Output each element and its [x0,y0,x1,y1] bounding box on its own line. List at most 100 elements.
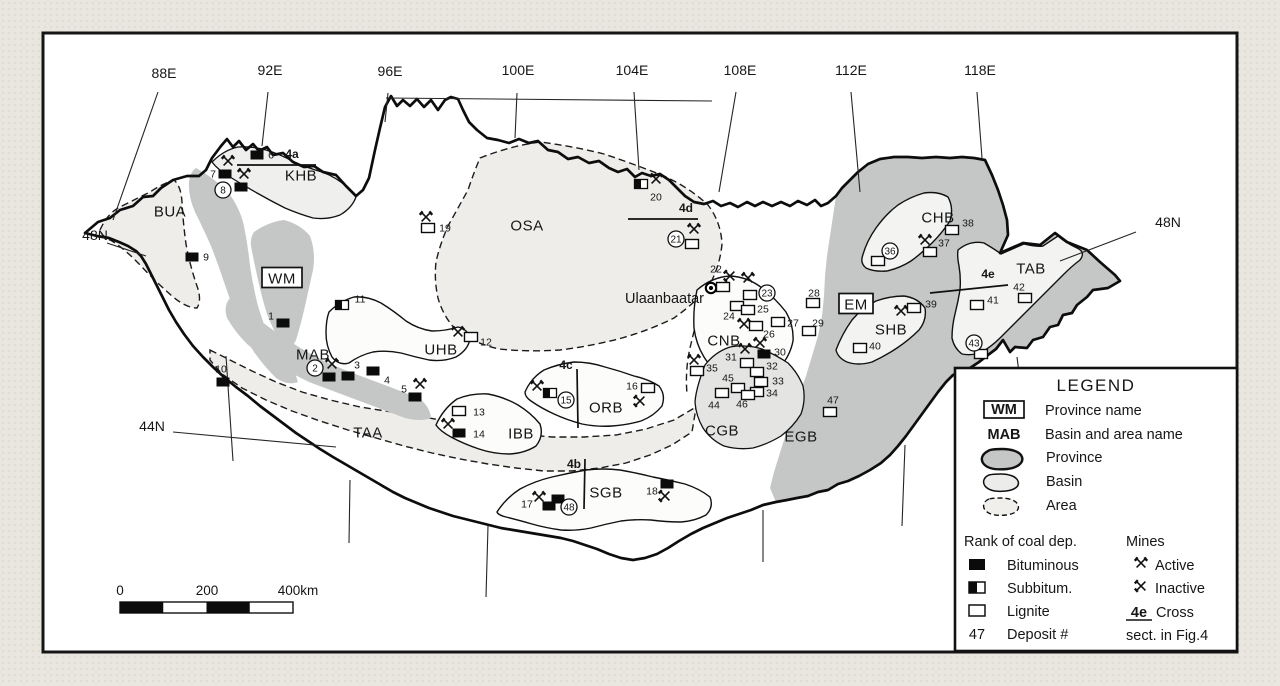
lignite-marker [870,255,886,267]
region-label-chb: CHB [921,210,954,227]
deposit-10: 10 [215,364,230,387]
graticule-line [112,91,159,221]
deposit-number: 8 [220,186,226,197]
scale-bar-segment [206,602,250,613]
province-label-box [838,292,874,315]
circled-deposit-number [560,498,578,516]
subbituminous-marker-fill [335,300,342,310]
lignite-marker [749,366,765,378]
deposit-number: 6 [268,150,274,162]
deposit-number: 40 [869,341,881,353]
deposit-number: 10 [215,364,227,376]
legend-rank-header: Rank of coal dep. [964,534,1077,550]
bituminous-marker [366,366,380,376]
legend-inactive-label: Inactive [1155,581,1205,597]
deposit-37: 37 [917,233,950,258]
region-label-text: EGB [784,429,817,446]
deposit-2: 2 [306,357,340,382]
deposit-number: 11 [355,294,366,306]
lignite-marker [715,281,731,293]
deposit-number: 36 [884,247,896,258]
deposit-30: 30 [752,336,786,359]
region-label-egb: EGB [784,429,817,446]
region-label-cnb: CNB [707,333,740,350]
deposit-number: 26 [763,329,775,341]
bituminous-marker [341,371,355,381]
area-bua-shape [99,179,201,309]
lignite-marker [973,348,989,360]
deposit-25: 25 [740,304,769,316]
circled-deposit-number [557,391,575,409]
deposit-number: 43 [968,339,980,350]
legend-deposit-number-label: Deposit # [1007,627,1068,643]
graticule-line [633,91,640,171]
bituminous-marker [218,169,232,179]
deposit-41: 41 [969,295,999,311]
cross-section-line-4e [929,284,1009,294]
lignite-marker [420,222,436,234]
deposit-number: 27 [787,318,799,330]
deposit-number: 47 [827,395,839,407]
deposit-35: 35 [686,353,718,377]
graticule-line [976,91,983,159]
deposit-5: 5 [401,377,428,402]
deposit-number: 38 [962,218,974,230]
latitude-label: 44N [139,418,165,434]
longitude-label: 96E [378,63,403,79]
deposit-number: 39 [925,299,937,311]
deposit-number: 25 [757,304,769,316]
region-label-tab: TAB [1016,261,1045,278]
legend-cross-section-label: Cross [1156,605,1194,621]
lignite-marker [451,405,467,417]
mongolia-border [83,94,1122,562]
circled-deposit-number [965,334,983,352]
deposit-number: 12 [480,337,492,349]
deposit-number: 4 [384,375,390,387]
circled-deposit-number [667,230,685,248]
legend-lignite-label: Lignite [1007,604,1050,620]
region-label-bua: BUA [154,204,186,221]
legend-mines-header: Mines [1126,534,1165,550]
bituminous-marker [250,150,264,160]
region-label-em: EM [838,292,874,315]
graticule-line [225,355,234,462]
deposit-4: 4 [366,366,390,387]
lignite-marker [801,325,817,337]
graticule-line [106,242,147,257]
map-annotations: 88E 92E 96E 100E 104E 108E 112E 118E 48N 44N 48N 4a… [82,62,1181,614]
deposit-16: 16 [626,381,656,408]
deposit-number: 17 [521,499,533,511]
deposit-number: 1 [268,311,274,323]
scale-bar-tick-label: 200 [196,583,219,598]
bituminous-marker [542,501,556,511]
deposit-number: 19 [439,223,451,235]
deposit-number: 14 [473,429,485,441]
graticule-line [901,444,906,527]
lignite-marker [730,382,746,394]
longitude-label: 92E [258,62,283,78]
bituminous-marker [660,479,674,489]
cross-section-line-4b [583,458,586,510]
deposit-number: 41 [987,295,999,307]
deposit-22: 22 [710,264,736,293]
region-label-wm: WM [261,266,303,289]
subbituminous-marker-fill [634,179,641,189]
area-osa-shape [434,141,723,352]
deposit-number: 45 [722,373,734,385]
region-label-sgb: SGB [589,485,622,502]
deposit-21: 21 [667,222,702,250]
region-label-text: UHB [424,342,457,359]
region-label-text: IBB [508,426,534,443]
bituminous-marker [452,428,466,438]
legend-active-label: Active [1155,558,1195,574]
province-east-em-shape [770,157,1120,502]
deposit-29: 29 [801,318,824,337]
deposit-number: 23 [761,289,773,300]
deposit-33: 33 [753,376,784,388]
deposit-14: 14 [440,417,485,441]
basin-orb-shape [524,361,665,427]
region-label-uhb: UHB [424,342,457,359]
cross-section-label-4e: 4e [981,267,995,281]
